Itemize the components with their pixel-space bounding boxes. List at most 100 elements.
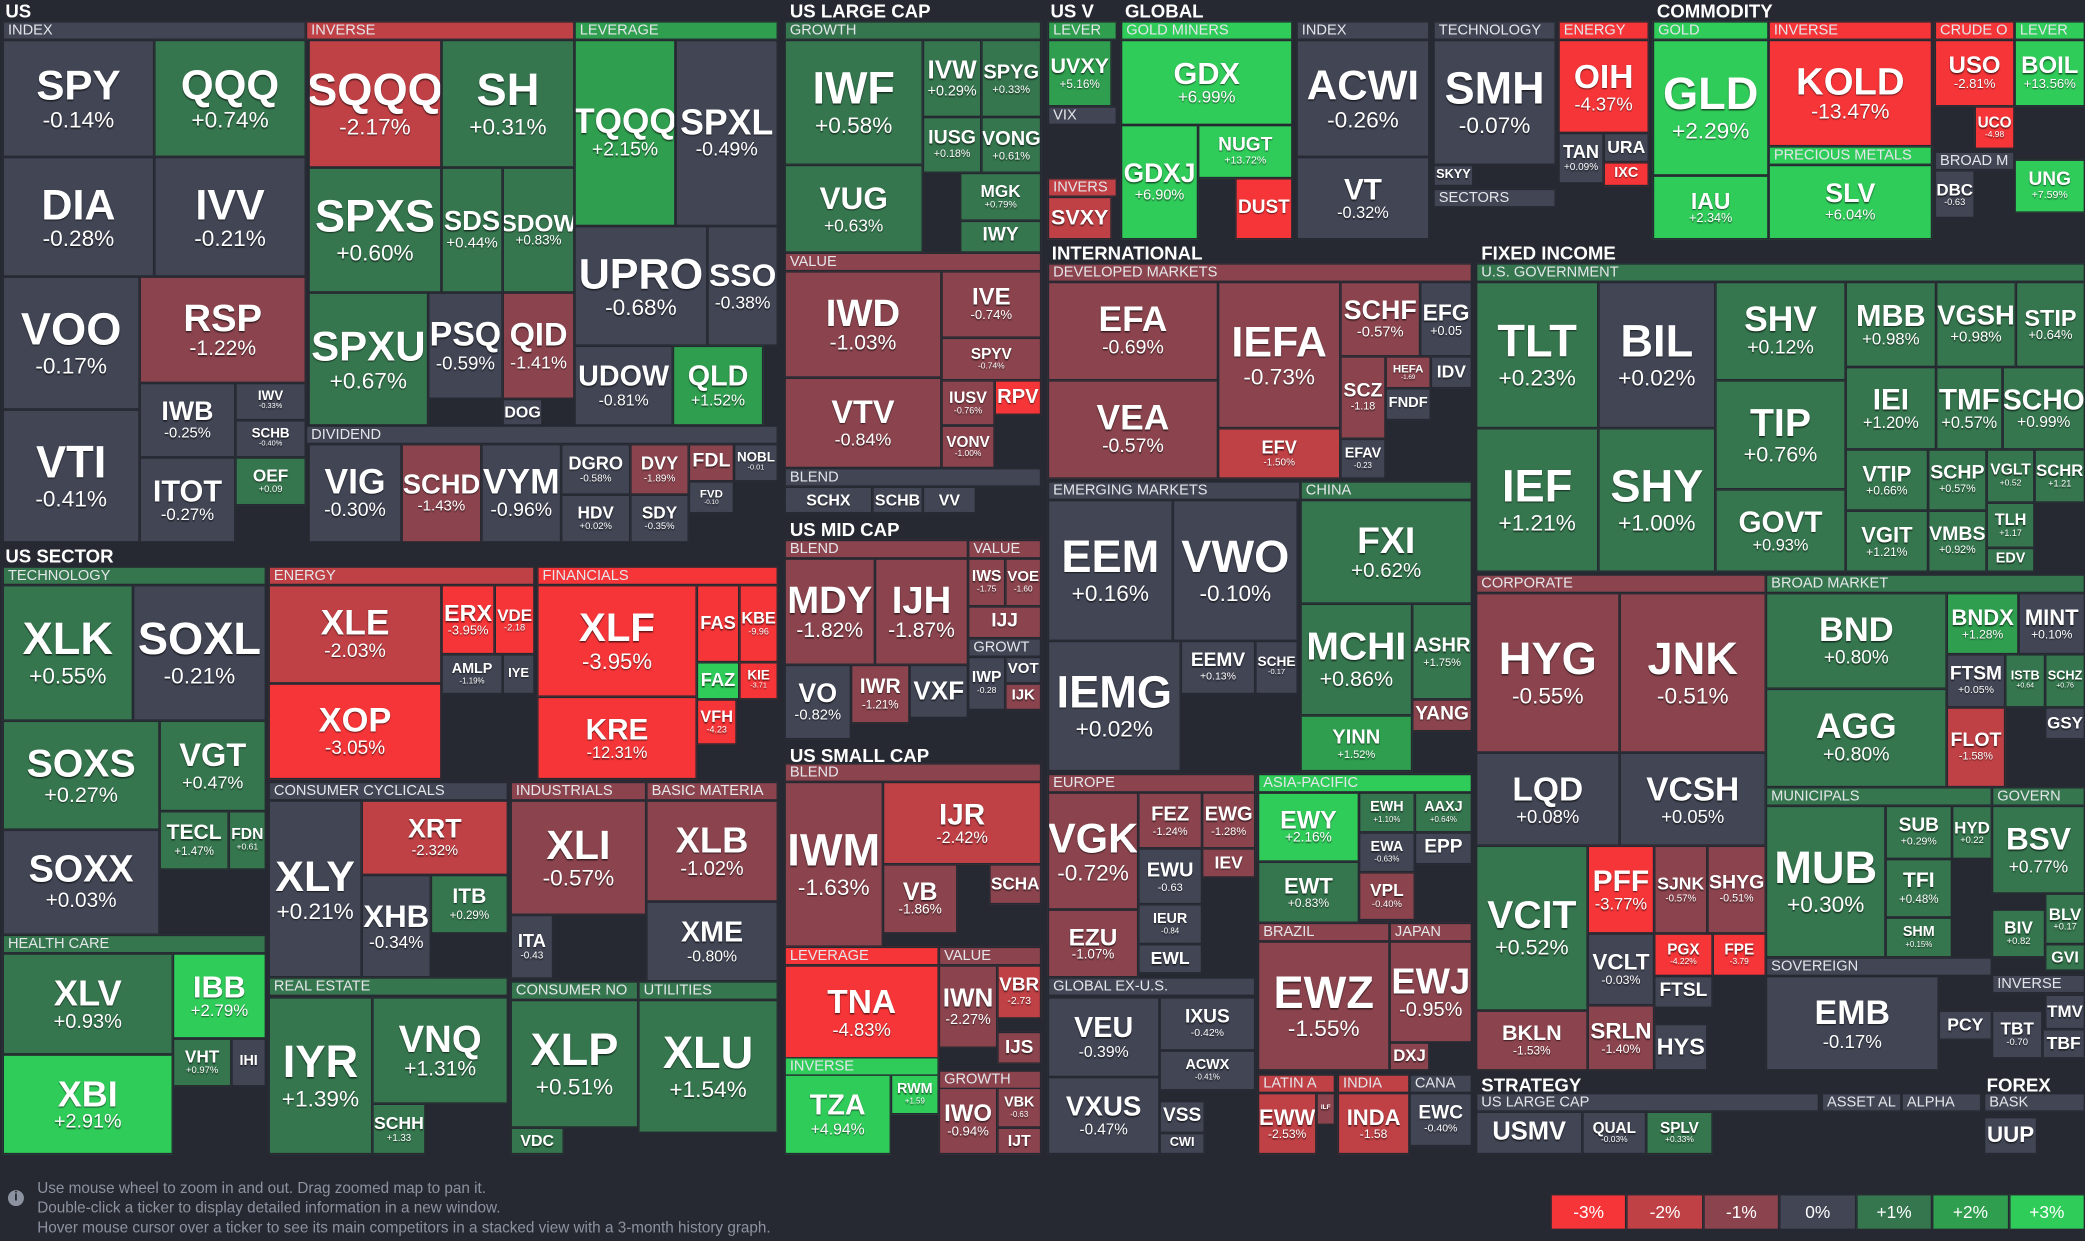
ticker-tile[interactable]: VMBS +0.92% [1928,510,1987,572]
ticker-tile[interactable]: TIP +0.76% [1715,380,1846,490]
ticker-tile[interactable]: VTIP +0.66% [1845,449,1929,511]
ticker-tile[interactable]: IJR -2.42% [882,781,1042,865]
ticker-tile[interactable]: VV [922,486,977,514]
ticker-tile[interactable]: EWG -1.28% [1202,792,1256,849]
ticker-tile[interactable]: SPXL -0.49% [675,39,778,227]
ticker-tile[interactable]: KRE -12.31% [537,696,697,780]
ticker-tile[interactable]: SCZ -1.18 [1340,356,1386,439]
ticker-tile[interactable]: IEUR -0.84 [1138,904,1203,945]
ticker-tile[interactable]: IEFA -0.73% [1218,281,1341,429]
ticker-tile[interactable]: FDN +0.61 [228,811,266,870]
ticker-tile[interactable]: VEU -0.39% [1047,997,1160,1078]
ticker-tile[interactable]: BSV +0.77% [1991,805,2085,894]
ticker-tile[interactable]: TBT -0.70 [1991,1010,2043,1059]
ticker-tile[interactable]: XRT -2.32% [361,800,508,875]
ticker-tile[interactable]: KIE -3.71 [739,662,778,700]
ticker-tile[interactable]: AAXJ +0.64% [1414,792,1473,833]
ticker-tile[interactable]: STIP +0.64% [2015,281,2085,368]
ticker-tile[interactable]: SJNK -0.57% [1654,845,1708,934]
ticker-tile[interactable]: VFH -4.23 [696,699,737,745]
ticker-tile[interactable]: EPP [1414,832,1473,865]
ticker-tile[interactable]: SQQQ -2.17% [308,39,442,168]
ticker-tile[interactable]: EFV -1.50% [1218,428,1341,479]
ticker-tile[interactable]: GVI [2045,944,2085,971]
ticker-tile[interactable]: SCHX [784,486,873,514]
ticker-tile[interactable]: SHM +0.15% [1885,917,1953,958]
ticker-tile[interactable]: FLOT -1.58% [1946,707,2006,788]
ticker-tile[interactable]: XLB -1.02% [646,800,778,902]
ticker-tile[interactable]: BND +0.80% [1765,593,1947,689]
ticker-tile[interactable]: IVV -0.21% [154,156,306,277]
ticker-tile[interactable]: IEI +1.20% [1845,367,1937,450]
ticker-tile[interactable]: YINN +1.52% [1300,715,1413,772]
ticker-tile[interactable]: SCHB -0.40% [235,420,306,458]
ticker-tile[interactable]: XHB -0.34% [361,874,431,978]
ticker-tile[interactable]: VTI -0.41% [2,409,140,543]
ticker-tile[interactable]: IWY [960,220,1042,253]
ticker-tile[interactable]: FAS [696,585,740,663]
ticker-tile[interactable]: QID -1.41% [502,292,575,399]
ticker-tile[interactable]: VO -0.82% [784,664,852,740]
ticker-tile[interactable]: IYR +1.39% [268,997,373,1155]
ticker-tile[interactable]: EWY +2.16% [1257,792,1359,862]
ticker-tile[interactable]: DGRO -0.58% [561,444,631,495]
ticker-tile[interactable]: GSY [2045,707,2085,740]
ticker-tile[interactable]: TQQQ +2.15% [574,39,676,227]
ticker-tile[interactable]: IEV [1202,848,1256,878]
ticker-tile[interactable]: FNDF [1385,388,1431,421]
ticker-tile[interactable]: SDY -0.35% [630,494,689,543]
ticker-tile[interactable]: SCHB [872,486,923,514]
ticker-tile[interactable]: MDY -1.82% [784,558,875,665]
ticker-tile[interactable]: IWR -1.21% [851,664,910,724]
ticker-tile[interactable]: VSS [1159,1101,1205,1133]
ticker-tile[interactable]: SCHR +1.21 [2034,449,2085,503]
ticker-tile[interactable]: OEF +0.09 [235,457,306,506]
ticker-tile[interactable]: IJH -1.87% [874,558,969,665]
ticker-tile[interactable]: VOT [1005,656,1042,684]
ticker-tile[interactable]: HYD +0.22 [1952,805,1992,859]
ticker-tile[interactable]: ASHR +1.75% [1412,603,1473,700]
ticker-tile[interactable]: IUSV -0.76% [941,380,995,426]
ticker-tile[interactable]: IWF +0.58% [784,39,923,165]
ticker-tile[interactable]: UDOW -0.81% [574,345,673,426]
ticker-tile[interactable]: SCHD -1.43% [401,444,482,543]
ticker-tile[interactable]: EEM +0.16% [1047,499,1173,641]
ticker-tile[interactable]: SCHP +0.57% [1928,449,1987,511]
ticker-tile[interactable]: IBB +2.79% [172,953,266,1039]
ticker-tile[interactable]: FPE -3.79 [1712,933,1766,977]
ticker-tile[interactable]: OIH -4.37% [1558,39,1649,133]
ticker-tile[interactable]: EWA -0.63% [1358,832,1415,873]
ticker-tile[interactable]: SLV +6.04% [1768,164,1933,240]
ticker-tile[interactable]: SMH -0.07% [1433,39,1556,165]
ticker-tile[interactable]: IJJ [968,606,1042,639]
ticker-tile[interactable]: SDOW +0.83% [502,167,575,293]
ticker-tile[interactable]: IJT [997,1127,1042,1155]
ticker-tile[interactable]: IXUS -0.42% [1159,997,1256,1051]
ticker-tile[interactable]: MBB +0.98% [1845,281,1937,368]
ticker-tile[interactable]: VGIT +1.21% [1845,510,1929,572]
ticker-tile[interactable]: BKLN -1.53% [1475,1010,1588,1071]
ticker-tile[interactable]: SCHE -0.17 [1255,640,1298,695]
ticker-tile[interactable]: SPLV +0.33% [1646,1111,1713,1155]
ticker-tile[interactable]: TMV [2045,994,2085,1030]
ticker-tile[interactable]: BIV +0.82 [1991,909,2046,958]
ticker-tile[interactable]: NUGT +13.72% [1198,124,1293,179]
ticker-tile[interactable]: AGG +0.80% [1765,688,1947,788]
ticker-tile[interactable]: VB -1.86% [882,864,958,934]
ticker-tile[interactable]: XLE -2.03% [268,585,442,684]
ticker-tile[interactable]: FDL [688,444,735,482]
ticker-tile[interactable]: BNDX +1.28% [1946,593,2019,655]
ticker-tile[interactable]: NOBL -0.01 [734,444,778,482]
ticker-tile[interactable]: FTSL [1654,976,1713,1008]
ticker-tile[interactable]: VDE -2.18 [494,585,535,655]
ticker-tile[interactable]: SPYG +0.33% [981,39,1042,118]
ticker-tile[interactable]: AMLP -1.19% [441,654,503,695]
ticker-tile[interactable]: RSP -1.22% [139,276,306,383]
ticker-tile[interactable]: EWL [1138,944,1203,974]
ticker-tile[interactable]: IWB -0.25% [139,382,236,458]
ticker-tile[interactable]: TLH +1.17 [1986,502,2035,548]
ticker-tile[interactable]: SVXY [1047,196,1112,240]
ticker-tile[interactable]: QUAL -0.03% [1582,1111,1647,1155]
ticker-tile[interactable]: USMV [1475,1111,1583,1155]
ticker-tile[interactable]: HEFA -1.69 [1385,356,1431,389]
